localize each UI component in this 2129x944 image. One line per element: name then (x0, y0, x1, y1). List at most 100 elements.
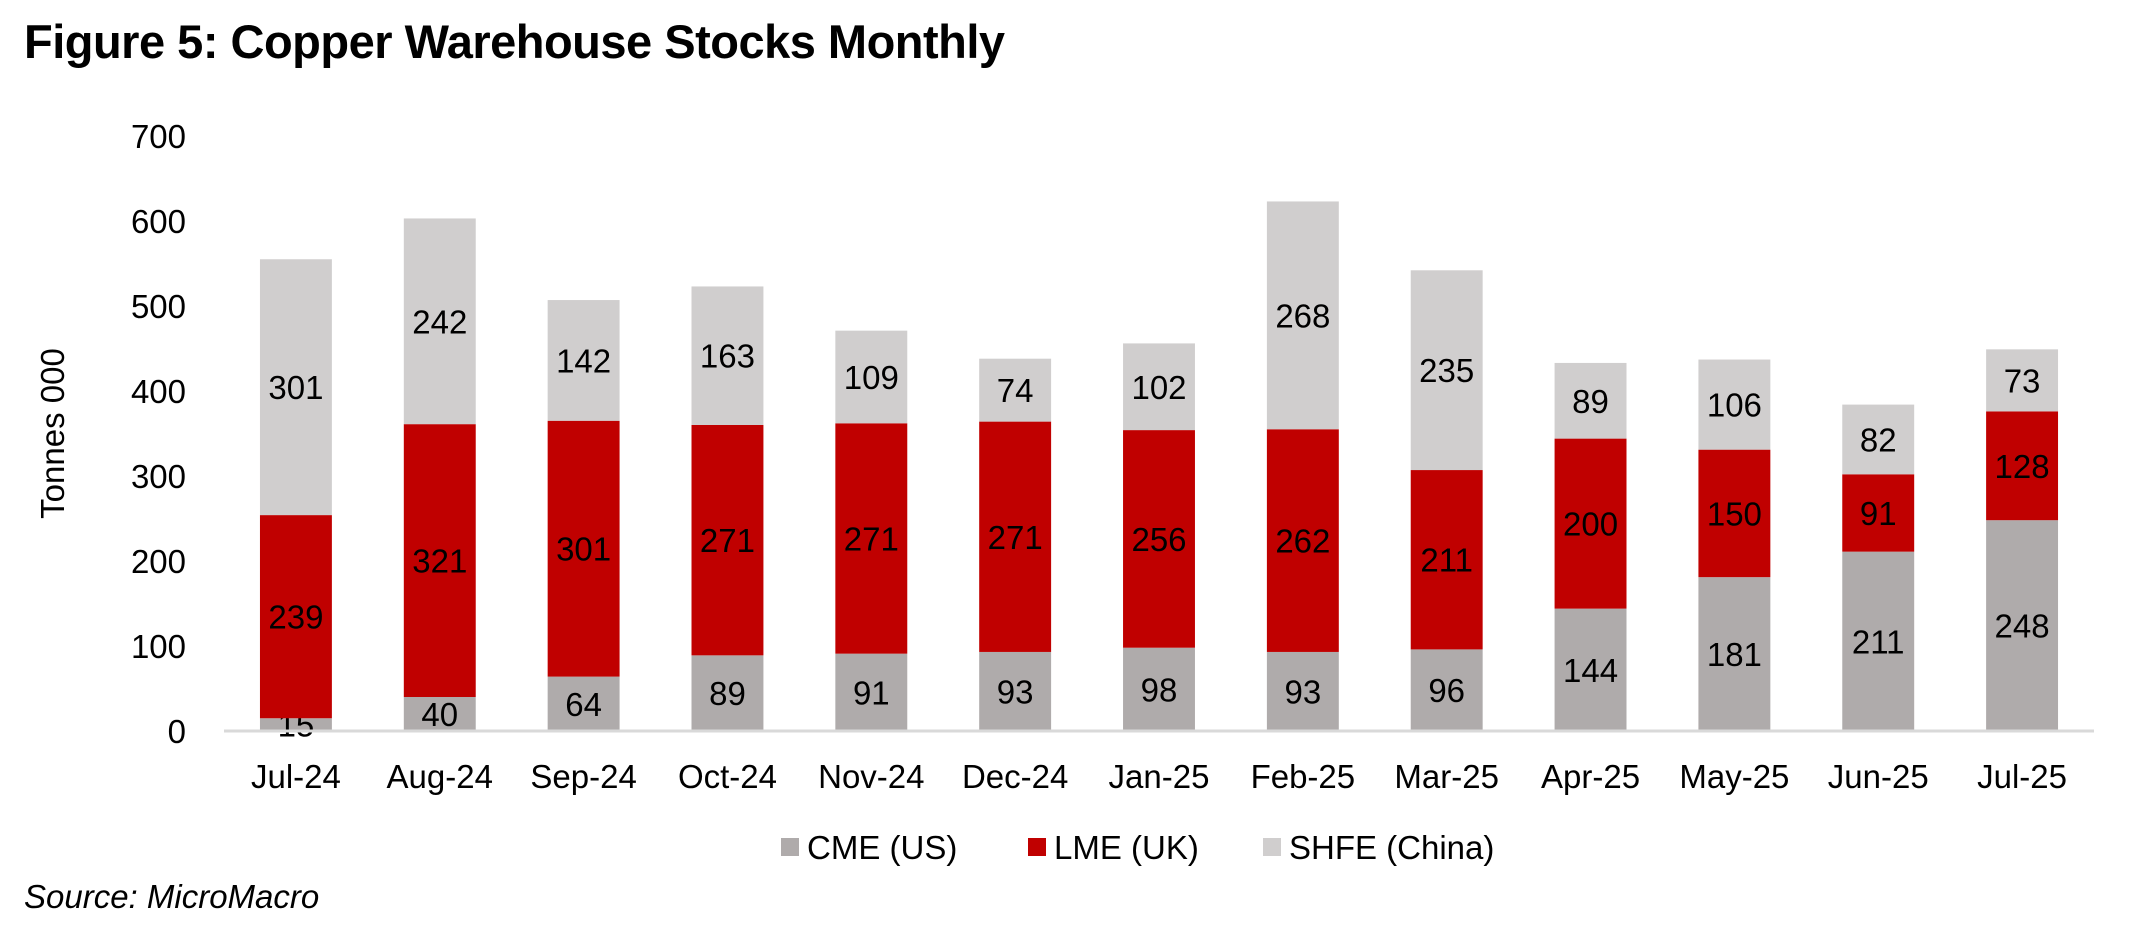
data-label: 235 (1419, 352, 1474, 389)
bar-segment (1554, 362, 1627, 439)
x-tick-label: Jul-24 (251, 758, 341, 795)
bar-segment (1698, 577, 1771, 731)
bar-segment (547, 300, 620, 421)
chart-title: Figure 5: Copper Warehouse Stocks Monthl… (24, 15, 1005, 68)
data-label: 211 (1420, 542, 1473, 579)
bar-segment (1842, 474, 1915, 552)
bar-segment (979, 358, 1052, 422)
bar-segment (1266, 651, 1339, 731)
bar-segment (835, 330, 908, 424)
bar-segment (691, 425, 764, 656)
y-tick-label: 600 (131, 203, 186, 240)
data-label: 109 (844, 359, 899, 396)
data-label: 96 (1428, 672, 1465, 709)
data-label: 262 (1275, 523, 1330, 560)
data-label: 40 (421, 696, 458, 733)
x-tick-label: Sep-24 (530, 758, 636, 795)
legend-swatch (1028, 838, 1046, 856)
bar-segment (1986, 349, 2059, 412)
bar-segment (403, 218, 476, 425)
y-tick-label: 400 (131, 373, 186, 410)
data-label: 242 (412, 303, 467, 340)
x-tick-label: Jan-25 (1109, 758, 1210, 795)
bar-segment (691, 286, 764, 425)
data-label: 301 (556, 531, 611, 568)
data-label: 82 (1860, 421, 1897, 458)
data-label: 321 (412, 543, 467, 580)
x-tick-label: Apr-25 (1541, 758, 1640, 795)
bar-segment (547, 676, 620, 731)
data-label: 89 (709, 675, 746, 712)
bar-segment (1554, 608, 1627, 731)
bar-segment (259, 259, 332, 516)
bar-segment (691, 655, 764, 731)
bar-segment (1266, 201, 1339, 430)
y-tick-label: 0 (168, 713, 186, 750)
data-label: 256 (1131, 521, 1186, 558)
bar-segment (835, 653, 908, 731)
x-tick-label: May-25 (1679, 758, 1789, 795)
x-tick-label: Dec-24 (962, 758, 1068, 795)
x-tick-label: Aug-24 (387, 758, 493, 795)
legend-label: SHFE (China) (1289, 829, 1494, 866)
x-tick-label: Nov-24 (818, 758, 924, 795)
bar-segment (1410, 470, 1483, 650)
data-label: 74 (997, 372, 1034, 409)
data-label: 271 (844, 520, 899, 557)
bar-segment (1698, 359, 1771, 450)
bar-segment (979, 651, 1052, 731)
y-tick-label: 300 (131, 458, 186, 495)
data-label: 211 (1852, 623, 1905, 660)
x-tick-label: Jun-25 (1828, 758, 1929, 795)
data-label: 144 (1563, 652, 1618, 689)
bar-segment (547, 420, 620, 677)
bar-segment (1410, 270, 1483, 471)
data-label: 73 (2004, 362, 2041, 399)
bar-segment (259, 515, 332, 719)
source-note: Source: MicroMacro (24, 878, 320, 915)
bar-segment (1266, 429, 1339, 652)
legend-label: LME (UK) (1054, 829, 1199, 866)
bar-segment (1842, 404, 1915, 475)
data-label: 106 (1707, 387, 1762, 424)
bar-segment (979, 421, 1052, 652)
data-label: 91 (1860, 495, 1897, 532)
bar-segment (403, 424, 476, 697)
data-label: 93 (1284, 673, 1321, 710)
data-label: 98 (1141, 671, 1178, 708)
bar-segment (259, 718, 332, 731)
data-label: 248 (1995, 608, 2050, 645)
y-tick-label: 200 (131, 543, 186, 580)
bar-segment (1986, 520, 2059, 731)
data-label: 128 (1995, 448, 2050, 485)
bar-segment (403, 697, 476, 731)
data-label: 163 (700, 338, 755, 375)
data-label: 301 (268, 369, 323, 406)
x-tick-label: Feb-25 (1251, 758, 1356, 795)
data-label: 91 (853, 674, 890, 711)
bar-segment (835, 423, 908, 654)
legend-swatch (781, 838, 799, 856)
bar-segment (1123, 647, 1195, 731)
data-label: 102 (1131, 369, 1186, 406)
x-tick-label: Jul-25 (1977, 758, 2067, 795)
data-label: 200 (1563, 506, 1618, 543)
bar-segment (1698, 449, 1771, 578)
bar-segment (1410, 649, 1483, 731)
bar-segment (1123, 430, 1195, 648)
data-label: 93 (997, 673, 1034, 710)
x-tick-label: Oct-24 (678, 758, 777, 795)
x-tick-label: Mar-25 (1394, 758, 1499, 795)
bar-segment (1554, 438, 1627, 609)
legend-label: CME (US) (807, 829, 957, 866)
y-axis-label: Tonnes 000 (34, 348, 71, 519)
bar-segment (1986, 411, 2059, 521)
data-label: 271 (700, 522, 755, 559)
data-label: 271 (988, 519, 1043, 556)
y-tick-label: 500 (131, 288, 186, 325)
y-tick-label: 100 (131, 628, 186, 665)
y-tick-label: 700 (131, 118, 186, 155)
data-label: 268 (1275, 297, 1330, 334)
data-label: 181 (1707, 636, 1762, 673)
legend-swatch (1263, 838, 1281, 856)
